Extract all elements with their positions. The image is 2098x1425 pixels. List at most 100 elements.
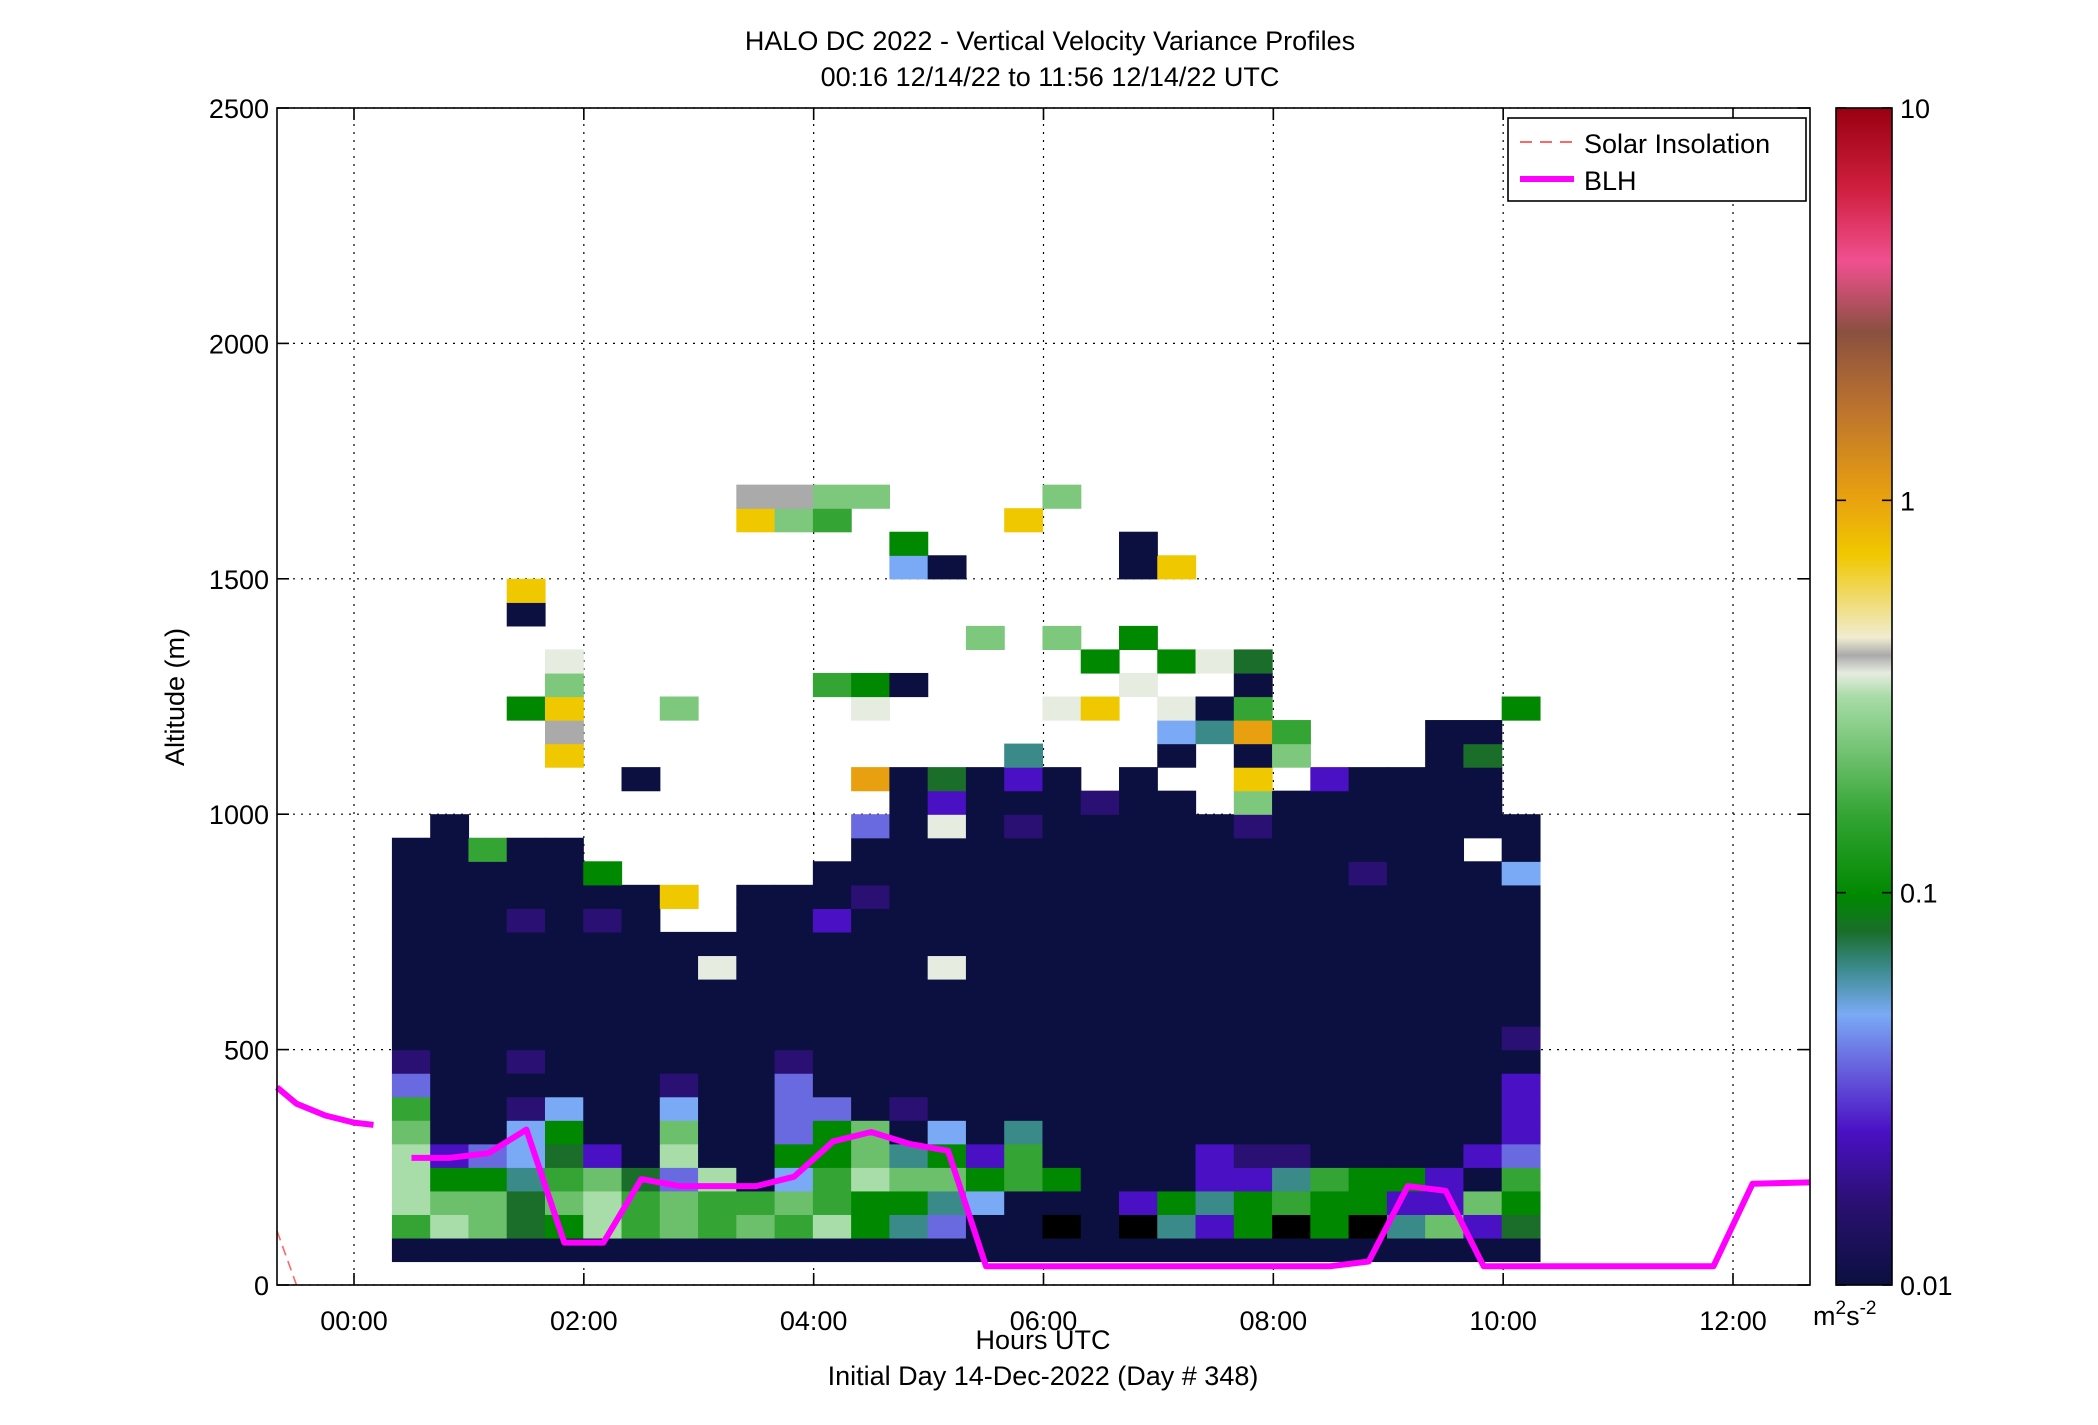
colorbar-tick-label: 1 [1900, 486, 1915, 516]
variance-cell [621, 978, 661, 1004]
y-axis-ticks: 0 500 1000 1500 2000 2500 [209, 94, 1810, 1301]
variance-cell [1233, 1073, 1273, 1098]
blh-line [275, 1085, 374, 1128]
variance-cell [1463, 1073, 1503, 1098]
variance-cell [391, 908, 431, 933]
variance-cell [1195, 696, 1235, 721]
variance-cell [927, 861, 967, 886]
variance-cell [1348, 1073, 1388, 1098]
variance-cell [506, 931, 546, 957]
variance-cell [1233, 884, 1273, 909]
variance-cell [1233, 1120, 1273, 1145]
variance-cell [1004, 1026, 1044, 1051]
variance-cell [1348, 1026, 1388, 1051]
variance-cell [1080, 1002, 1120, 1027]
variance-cell [1310, 931, 1350, 957]
variance-cell [506, 1026, 546, 1051]
variance-cell [1004, 1167, 1044, 1192]
variance-cell [698, 1190, 737, 1215]
variance-cell [1080, 837, 1120, 862]
variance-cell [851, 1073, 890, 1098]
variance-cell [1463, 955, 1503, 980]
variance-cell [468, 908, 508, 933]
variance-cell [544, 931, 584, 957]
variance-cell [1272, 1120, 1311, 1145]
variance-cell [965, 790, 1005, 815]
variance-cell [1119, 884, 1158, 909]
variance-cell [1080, 814, 1120, 839]
variance-cell [1310, 884, 1350, 909]
variance-cell [1348, 837, 1388, 862]
variance-cell [1157, 1096, 1197, 1121]
variance-cell [927, 1073, 967, 1098]
y-tick-label: 500 [224, 1036, 269, 1066]
variance-cell [391, 1002, 431, 1027]
variance-cell [1233, 790, 1273, 815]
variance-cell [1119, 861, 1158, 886]
variance-cell [1310, 1143, 1350, 1168]
variance-cell [621, 1120, 661, 1145]
colorbar-tick-label: 0.01 [1900, 1271, 1953, 1301]
variance-cell [468, 861, 508, 886]
variance-cell [1119, 931, 1158, 957]
variance-cell [391, 931, 431, 957]
variance-cell [774, 1026, 814, 1051]
variance-cell [1157, 955, 1197, 980]
variance-cell [1272, 1096, 1311, 1121]
variance-cell [851, 978, 890, 1004]
variance-cell [506, 1096, 546, 1121]
variance-cell [583, 1167, 623, 1192]
variance-cell [1080, 908, 1120, 933]
variance-cell [1386, 931, 1426, 957]
variance-cell [1272, 1167, 1311, 1192]
variance-cell [1386, 908, 1426, 933]
variance-cell [774, 1002, 814, 1027]
variance-cell [391, 955, 431, 980]
variance-cell [468, 1002, 508, 1027]
variance-cell [544, 955, 584, 980]
variance-cell [1348, 1167, 1388, 1192]
variance-cell [1080, 884, 1120, 909]
variance-cell [583, 955, 623, 980]
variance-cell [1195, 978, 1235, 1004]
variance-cell [698, 955, 737, 980]
variance-cell [889, 1073, 929, 1098]
variance-cell [889, 978, 929, 1004]
variance-cell [889, 555, 929, 580]
variance-cell [927, 1120, 967, 1145]
variance-cell [1310, 1049, 1350, 1074]
variance-cell [1004, 1190, 1044, 1215]
variance-cell [1233, 1214, 1273, 1239]
variance-cell [659, 1143, 699, 1168]
variance-cell [430, 908, 470, 933]
variance-cell [1004, 1237, 1044, 1263]
colorbar-ticks: 0.01 0.1 1 10 [1836, 94, 1953, 1301]
variance-cell [774, 484, 814, 509]
variance-cell [391, 1049, 431, 1074]
variance-cell [1310, 767, 1350, 792]
variance-cell [506, 978, 546, 1004]
variance-cell [1272, 861, 1311, 886]
variance-cell [1157, 908, 1197, 933]
variance-cell [468, 884, 508, 909]
variance-cell [736, 908, 776, 933]
variance-cell [812, 484, 852, 509]
variance-cell [927, 1002, 967, 1027]
variance-cell [1348, 1120, 1388, 1145]
variance-cell [1119, 955, 1158, 980]
variance-cell [391, 1214, 431, 1239]
variance-cell [506, 578, 546, 603]
variance-cell [1501, 955, 1541, 980]
variance-cell [1463, 931, 1503, 957]
variance-cell [1463, 790, 1503, 815]
variance-cell [1004, 1120, 1044, 1145]
variance-cell [659, 1096, 699, 1121]
variance-cell [1348, 955, 1388, 980]
variance-cell [1157, 861, 1197, 886]
variance-cell [1425, 931, 1465, 957]
variance-cell [1042, 837, 1082, 862]
variance-cell [1272, 955, 1311, 980]
variance-cell [1501, 1073, 1541, 1098]
variance-cell [851, 1002, 890, 1027]
